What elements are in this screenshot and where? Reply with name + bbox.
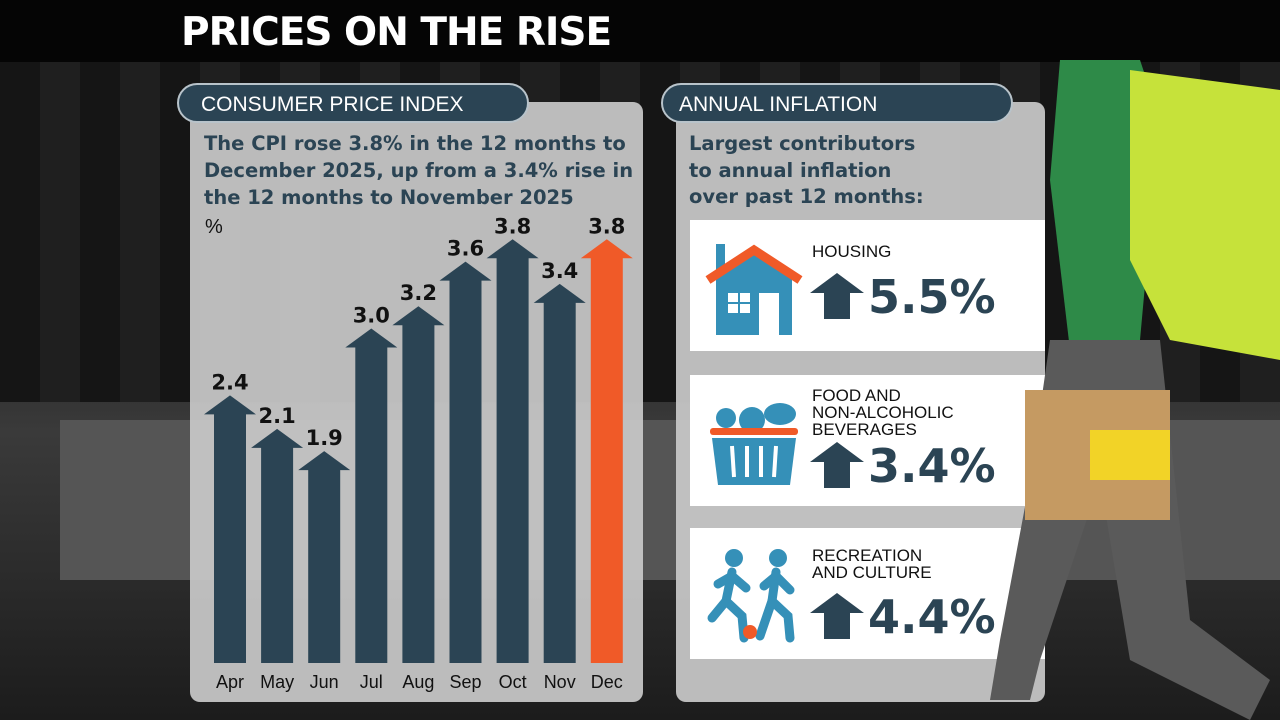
label-line: BEVERAGES [812,420,917,439]
up-arrow-icon [810,273,864,319]
x-tick-label: Sep [449,672,481,692]
x-tick-label: Aug [402,672,434,692]
intro-line: to annual inflation [689,158,892,182]
label-line: RECREATION [812,546,923,565]
label-line: NON-ALCOHOLIC [812,403,954,422]
summary-line: The CPI rose 3.8% in the 12 months to [204,132,626,155]
summary-line: the 12 months to November 2025 [204,186,574,209]
value-label: 3.0 [353,304,390,328]
intro-line: Largest contributors [689,132,916,155]
people-playing-ball-icon [707,549,795,643]
x-tick-label: Jun [310,672,339,692]
label-line: FOOD AND [812,386,901,405]
category-label: HOUSING [812,242,892,261]
category-value: 4.4% [868,590,996,644]
value-label: 3.8 [588,214,625,238]
category-value: 3.4% [868,439,996,493]
bar-dec [580,239,633,664]
summary-line: December 2025, up from a 3.4% rise in [204,159,634,182]
contributor-housing: HOUSING 5.5% [690,220,1045,351]
x-tick-label: Oct [499,672,527,692]
intro-line: over past 12 months: [689,185,924,208]
grocery-basket-icon [710,403,798,485]
label-line: AND CULTURE [812,563,932,582]
bar-nov [533,283,586,663]
value-label: 2.4 [211,370,248,394]
bar-oct [486,239,539,664]
x-tick-label: May [260,672,294,692]
category-label: FOOD AND NON-ALCOHOLIC BEVERAGES [812,387,954,438]
contributor-food: FOOD AND NON-ALCOHOLIC BEVERAGES 3.4% [690,375,1045,506]
bar-may [251,428,304,663]
bar-aug [392,306,445,663]
x-tick-label: Jul [360,672,383,692]
delivery-person-photo [990,60,1280,720]
inflation-intro: Largest contributors to annual inflation… [689,131,924,211]
bar-sep [439,261,492,663]
x-tick-label: Dec [591,672,623,692]
bar-apr [204,395,256,663]
y-axis-unit: % [205,216,223,238]
value-label: 3.8 [494,214,531,238]
category-label: RECREATION AND CULTURE [812,547,932,581]
x-tick-label: Apr [216,672,244,692]
category-value: 5.5% [868,270,996,324]
page-title: PRICES ON THE RISE [181,10,612,55]
value-label: 3.4 [541,259,578,283]
cpi-summary: The CPI rose 3.8% in the 12 months to De… [204,130,633,211]
bar-jul [345,328,398,663]
value-label: 1.9 [306,426,343,450]
house-icon [705,244,803,335]
bar-jun [298,451,351,663]
inflation-header: ANNUAL INFLATION [661,83,1013,123]
up-arrow-icon [810,593,864,639]
value-label: 2.1 [258,404,295,428]
x-tick-label: Nov [544,672,576,692]
value-label: 3.6 [447,237,484,261]
title-bar [0,0,1280,62]
up-arrow-icon [810,442,864,488]
value-label: 3.2 [400,281,437,305]
contributor-recreation: RECREATION AND CULTURE 4.4% [690,528,1045,659]
cpi-header: CONSUMER PRICE INDEX [177,83,529,123]
